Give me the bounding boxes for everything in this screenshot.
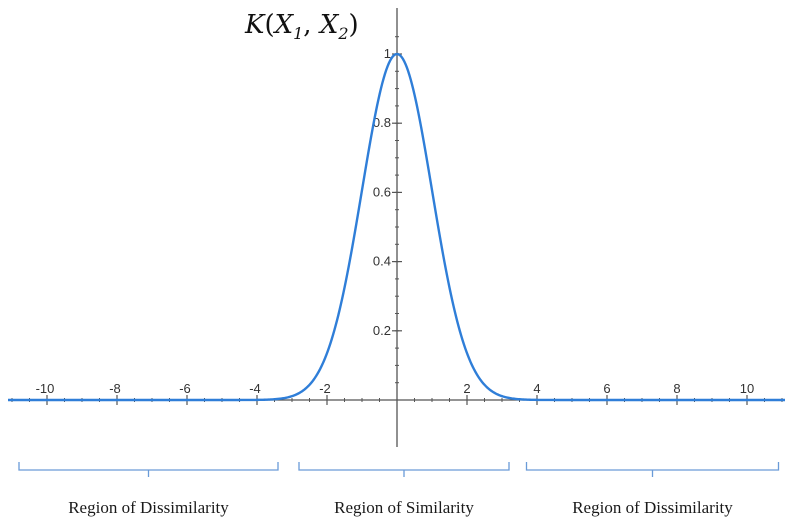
- x-tick-label: -10: [36, 381, 55, 396]
- x-tick-label: -8: [109, 381, 121, 396]
- region-bracket: [18, 462, 279, 477]
- region-label: Region of Similarity: [334, 498, 474, 517]
- y-tick-label: 1: [384, 46, 391, 61]
- region-label: Region of Dissimilarity: [68, 498, 229, 517]
- y-tick-label: 0.8: [373, 115, 391, 130]
- x-tick-label: -2: [319, 381, 331, 396]
- x-tick-label: -4: [249, 381, 261, 396]
- x-tick-label: 10: [740, 381, 754, 396]
- y-tick-label: 0.6: [373, 184, 391, 199]
- region-bracket: [525, 462, 780, 477]
- y-axis-label: K(X1, X2): [244, 10, 359, 43]
- y-tick-label: 0.2: [373, 323, 391, 338]
- kernel-curve: [8, 52, 785, 402]
- region-label: Region of Dissimilarity: [572, 498, 733, 517]
- region-2: Region of Similarity: [298, 462, 510, 517]
- regions: Region of Dissimilarity Region of Similar…: [18, 462, 780, 517]
- x-tick-label: -6: [179, 381, 191, 396]
- x-tick-label: 8: [673, 381, 680, 396]
- y-tick-label: 0.4: [373, 254, 391, 269]
- y-ticks: 0.2 0.4 0.6 0.8 1: [373, 36, 402, 384]
- region-bracket: [298, 462, 510, 477]
- x-tick-label: 6: [603, 381, 610, 396]
- x-tick-label: 4: [533, 381, 540, 396]
- region-3: Region of Dissimilarity: [525, 462, 780, 517]
- x-tick-label: 2: [463, 381, 470, 396]
- region-1: Region of Dissimilarity: [18, 462, 279, 517]
